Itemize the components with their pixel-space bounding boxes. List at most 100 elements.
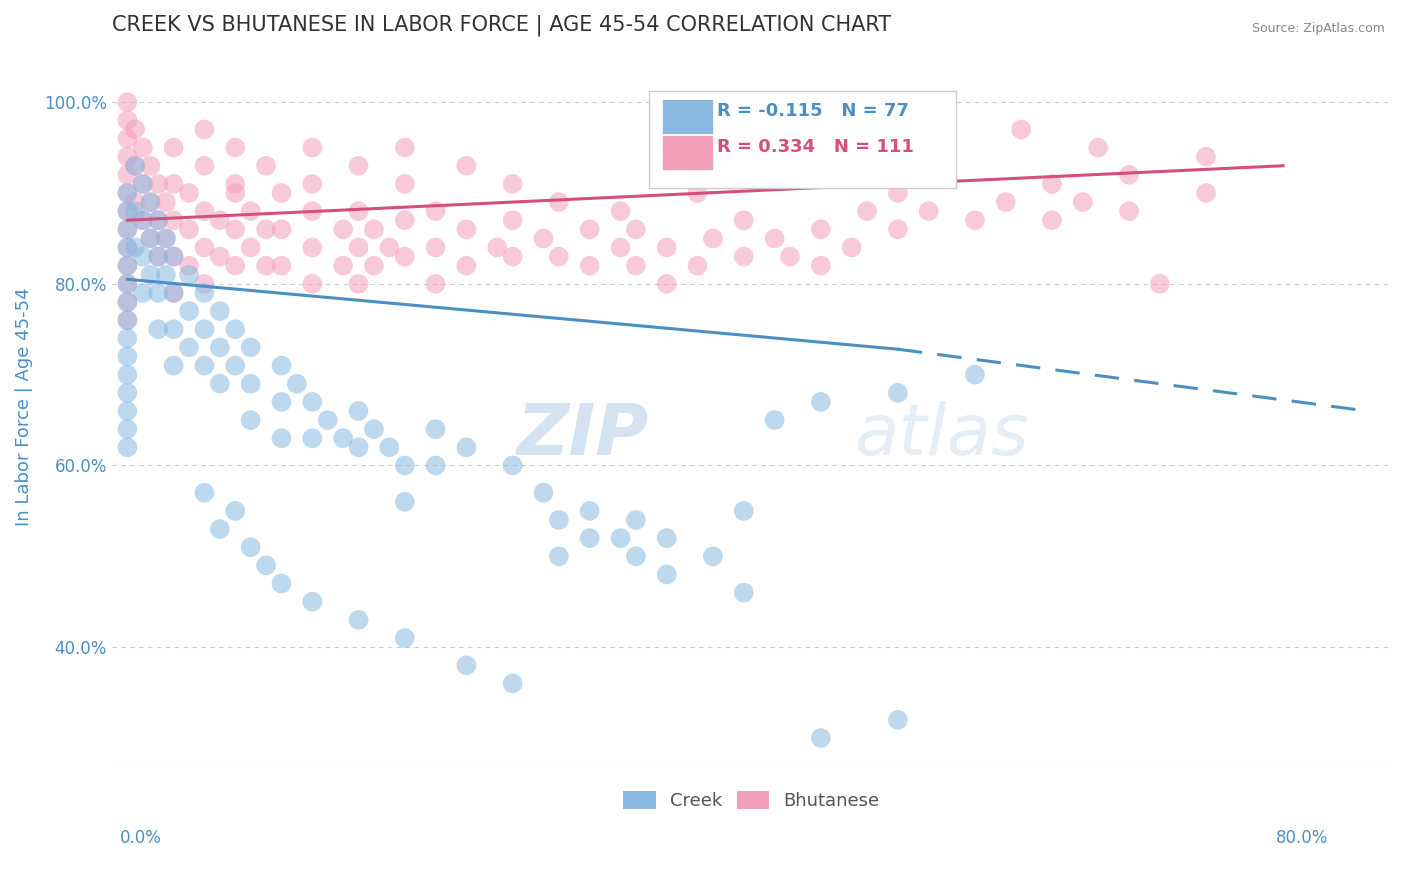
Point bbox=[609, 204, 631, 219]
Point bbox=[347, 613, 370, 627]
Point bbox=[117, 313, 139, 327]
Point bbox=[1040, 213, 1063, 227]
Point bbox=[162, 140, 184, 154]
Point bbox=[193, 204, 215, 219]
Point bbox=[810, 731, 832, 745]
Point bbox=[624, 513, 647, 527]
Point bbox=[124, 159, 146, 173]
Point bbox=[502, 177, 524, 191]
Point bbox=[702, 549, 724, 564]
Point bbox=[686, 186, 709, 200]
Point bbox=[270, 222, 292, 236]
Point bbox=[347, 277, 370, 291]
Point bbox=[177, 340, 200, 354]
Point bbox=[162, 177, 184, 191]
Point bbox=[856, 204, 879, 219]
Point bbox=[425, 458, 447, 473]
Point bbox=[763, 168, 786, 182]
Point bbox=[624, 259, 647, 273]
FancyBboxPatch shape bbox=[650, 91, 956, 187]
Point bbox=[254, 558, 277, 573]
Point bbox=[425, 422, 447, 436]
Point bbox=[148, 322, 170, 336]
Point bbox=[456, 658, 478, 673]
Point bbox=[1195, 186, 1218, 200]
Point bbox=[139, 231, 162, 245]
Point bbox=[193, 359, 215, 373]
Point bbox=[578, 531, 600, 545]
Point bbox=[810, 259, 832, 273]
Point bbox=[208, 522, 231, 536]
Point bbox=[193, 122, 215, 136]
FancyBboxPatch shape bbox=[662, 136, 713, 169]
Point bbox=[547, 250, 569, 264]
Point bbox=[655, 567, 678, 582]
Point bbox=[117, 368, 139, 382]
Point bbox=[270, 576, 292, 591]
Text: atlas: atlas bbox=[853, 401, 1028, 470]
Point bbox=[193, 277, 215, 291]
Point bbox=[394, 458, 416, 473]
Point bbox=[254, 222, 277, 236]
Point bbox=[918, 204, 941, 219]
Point bbox=[301, 277, 323, 291]
Point bbox=[139, 195, 162, 210]
Point bbox=[124, 159, 146, 173]
Point bbox=[132, 213, 155, 227]
Point bbox=[224, 222, 246, 236]
Point bbox=[117, 259, 139, 273]
Point bbox=[148, 250, 170, 264]
Point bbox=[1118, 168, 1140, 182]
Point bbox=[763, 413, 786, 427]
Point bbox=[347, 440, 370, 454]
Point bbox=[547, 549, 569, 564]
Point bbox=[1010, 122, 1032, 136]
Point bbox=[139, 268, 162, 282]
Point bbox=[155, 231, 177, 245]
Point bbox=[378, 240, 401, 254]
Point bbox=[547, 513, 569, 527]
Point bbox=[270, 431, 292, 445]
Point bbox=[932, 140, 955, 154]
Point bbox=[270, 259, 292, 273]
Point bbox=[162, 213, 184, 227]
Legend: Creek, Bhutanese: Creek, Bhutanese bbox=[616, 783, 887, 817]
Point bbox=[117, 440, 139, 454]
Point bbox=[177, 259, 200, 273]
Point bbox=[502, 676, 524, 690]
Point bbox=[132, 285, 155, 300]
Point bbox=[224, 140, 246, 154]
Point bbox=[117, 313, 139, 327]
Point bbox=[117, 277, 139, 291]
Point bbox=[117, 385, 139, 400]
Point bbox=[301, 395, 323, 409]
Point bbox=[810, 395, 832, 409]
Point bbox=[316, 413, 339, 427]
Point bbox=[533, 485, 555, 500]
Point bbox=[394, 495, 416, 509]
Point bbox=[124, 240, 146, 254]
Point bbox=[624, 222, 647, 236]
Point bbox=[841, 240, 863, 254]
Point bbox=[224, 177, 246, 191]
Point bbox=[148, 213, 170, 227]
Text: 80.0%: 80.0% bbox=[1277, 829, 1329, 847]
Y-axis label: In Labor Force | Age 45-54: In Labor Force | Age 45-54 bbox=[15, 287, 32, 525]
Point bbox=[578, 504, 600, 518]
Point bbox=[155, 268, 177, 282]
Point bbox=[132, 213, 155, 227]
Point bbox=[347, 159, 370, 173]
Point bbox=[208, 376, 231, 391]
Point bbox=[394, 177, 416, 191]
Point bbox=[117, 113, 139, 128]
Point bbox=[208, 213, 231, 227]
Point bbox=[177, 186, 200, 200]
Text: R = 0.334   N = 111: R = 0.334 N = 111 bbox=[717, 137, 914, 156]
Point bbox=[132, 177, 155, 191]
Point bbox=[655, 240, 678, 254]
Point bbox=[887, 713, 910, 727]
Point bbox=[139, 159, 162, 173]
Text: ZIP: ZIP bbox=[517, 401, 650, 470]
Point bbox=[733, 213, 755, 227]
Point bbox=[239, 240, 262, 254]
